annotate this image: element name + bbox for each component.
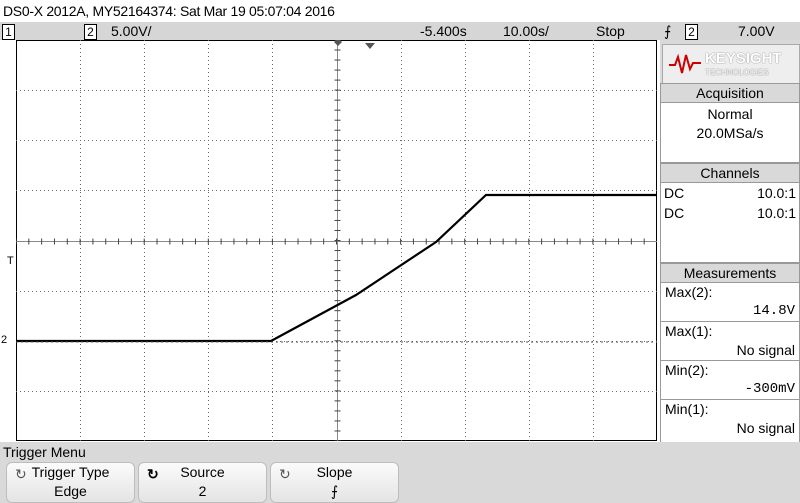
keysight-logo: KEYSIGHT TECHNOLOGIES [662,44,800,84]
scope-title: DS0-X 2012A, MY52164374: Sat Mar 19 05:0… [3,3,335,19]
status-bar: 1 2 5.00V/ -5.400s 10.00s/ Stop ⨍ 2 7.00… [0,22,800,40]
measurement-label: Min(2): [665,362,709,378]
trigger-type-softkey[interactable]: ↻ Trigger Type Edge [6,462,135,503]
trigger-position-marker[interactable] [365,43,375,49]
channels-section[interactable]: Channels DC 10.0:1 DC 10.0:1 [660,163,800,263]
softkey-value: 2 [198,483,207,499]
waveform-display[interactable] [15,38,657,442]
logo-subtext: TECHNOLOGIES [705,68,769,77]
channel-2-probe: 10.0:1 [757,205,796,221]
acquisition-header: Acquisition [661,84,799,103]
measurement-value: -300mV [744,381,795,397]
trigger-channel-indicator: 2 [685,23,698,40]
keysight-wave-icon [669,53,701,74]
softkey-label: Trigger Type [31,464,110,480]
trigger-channel-box: 2 [685,24,698,40]
measurements-header: Measurements [661,264,799,283]
side-panel: KEYSIGHT TECHNOLOGIES Acquisition Normal… [660,40,800,443]
time-reference-marker [334,38,342,46]
channel-1-coupling: DC [664,185,685,201]
channel-2-coupling: DC [664,205,685,221]
measurement-label: Max(2): [665,284,713,300]
channel-2-indicator[interactable]: 2 [84,23,97,40]
softkey-value: Edge [54,483,87,499]
measurement-min-2: Min(2): -300mV [661,360,799,399]
source-softkey[interactable]: ↻ Source 2 [138,462,267,503]
channel-2-trace [16,193,657,343]
run-state: Stop [596,23,625,39]
measurement-max-2: Max(2): 14.8V [661,283,799,321]
measurement-value: 14.8V [752,303,795,319]
softkey-label: Source [180,464,225,480]
measurement-max-1: Max(1): No signal [661,321,799,360]
measurement-value: No signal [736,342,795,358]
rotate-knob-icon: ↻ [15,466,27,482]
logo-text: KEYSIGHT [705,50,782,67]
slope-softkey[interactable]: ↻ Slope ⨍ [270,462,399,503]
trigger-level: 7.00V [738,23,775,39]
acquisition-section[interactable]: Acquisition Normal 20.0MSa/s [660,83,800,163]
trigger-level-marker[interactable]: T [7,255,14,267]
measurement-label: Max(1): [665,323,713,339]
menu-title: Trigger Menu [3,444,86,460]
channel-row-1: DC 10.0:1 [661,183,799,203]
measurement-label: Min(1): [665,401,709,417]
channels-header: Channels [661,164,799,183]
channel-2-box: 2 [84,24,97,40]
ground-marker[interactable]: 2 [1,334,8,346]
softkey-label: Slope [316,464,353,480]
softkey-value: ⨍ [330,483,339,499]
measurements-section[interactable]: Measurements Max(2): 14.8V Max(1): No si… [660,263,800,443]
title-bar: DS0-X 2012A, MY52164374: Sat Mar 19 05:0… [0,0,800,22]
channel-row-2: DC 10.0:1 [661,203,799,223]
measurement-value: No signal [736,420,795,436]
channel-1-box: 1 [2,24,15,40]
sample-rate: 20.0MSa/s [696,125,764,141]
time-offset: -5.400s [420,23,467,39]
graticule-svg [15,38,657,442]
graticule-ticks [15,39,657,442]
time-scale: 10.00s/ [503,23,549,39]
channel-2-scale: 5.00V/ [111,23,152,39]
rotate-knob-icon: ↻ [279,466,291,482]
measurement-min-1: Min(1): No signal [661,399,799,438]
channel-1-probe: 10.0:1 [757,185,796,201]
acquisition-mode: Normal [707,106,753,122]
trigger-slope-icon: ⨍ [664,23,672,39]
channel-1-indicator[interactable]: 1 [2,23,15,40]
rotate-knob-bold-icon: ↻ [147,466,159,482]
